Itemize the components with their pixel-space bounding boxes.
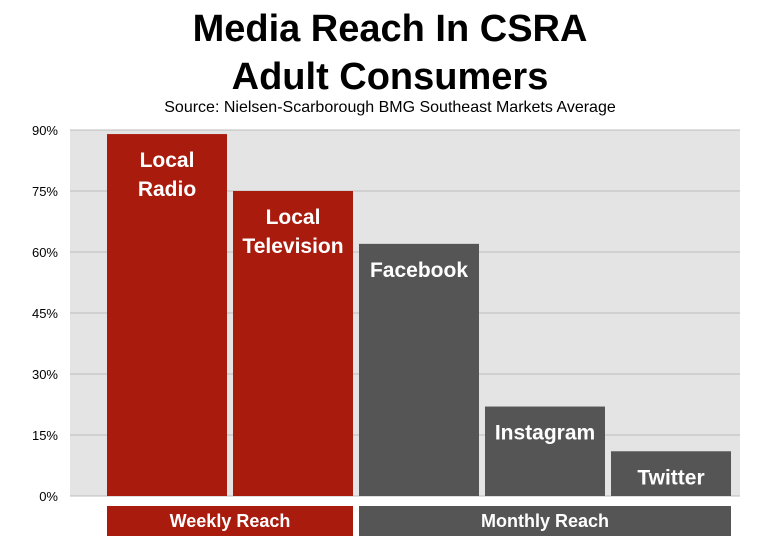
bar <box>359 243 479 496</box>
y-tick-label: 45% <box>32 306 58 321</box>
bar-label: Local Television <box>242 206 343 258</box>
chart-title-line-2: Adult Consumers <box>231 56 549 98</box>
chart-subtitle: Source: Nielsen-Scarborough BMG Southeas… <box>164 99 616 116</box>
bar <box>485 406 605 496</box>
y-tick-label: 30% <box>32 367 58 382</box>
y-tick-label: 60% <box>32 245 58 260</box>
bar-label: Local Radio <box>138 149 196 201</box>
bar <box>107 134 227 497</box>
bar-label: Instagram <box>495 422 595 445</box>
bar-label: Twitter <box>637 466 704 489</box>
group-label: Monthly Reach <box>359 506 731 536</box>
chart-title-line-1: Media Reach In CSRA <box>192 8 588 50</box>
y-tick-label: 0% <box>39 489 58 504</box>
y-tick-label: 75% <box>32 184 58 199</box>
y-tick-label: 15% <box>32 428 58 443</box>
bar <box>611 451 731 496</box>
bar-label: Facebook <box>370 259 468 282</box>
bar <box>233 191 353 496</box>
y-tick-label: 90% <box>32 123 58 138</box>
group-label: Weekly Reach <box>107 506 353 536</box>
